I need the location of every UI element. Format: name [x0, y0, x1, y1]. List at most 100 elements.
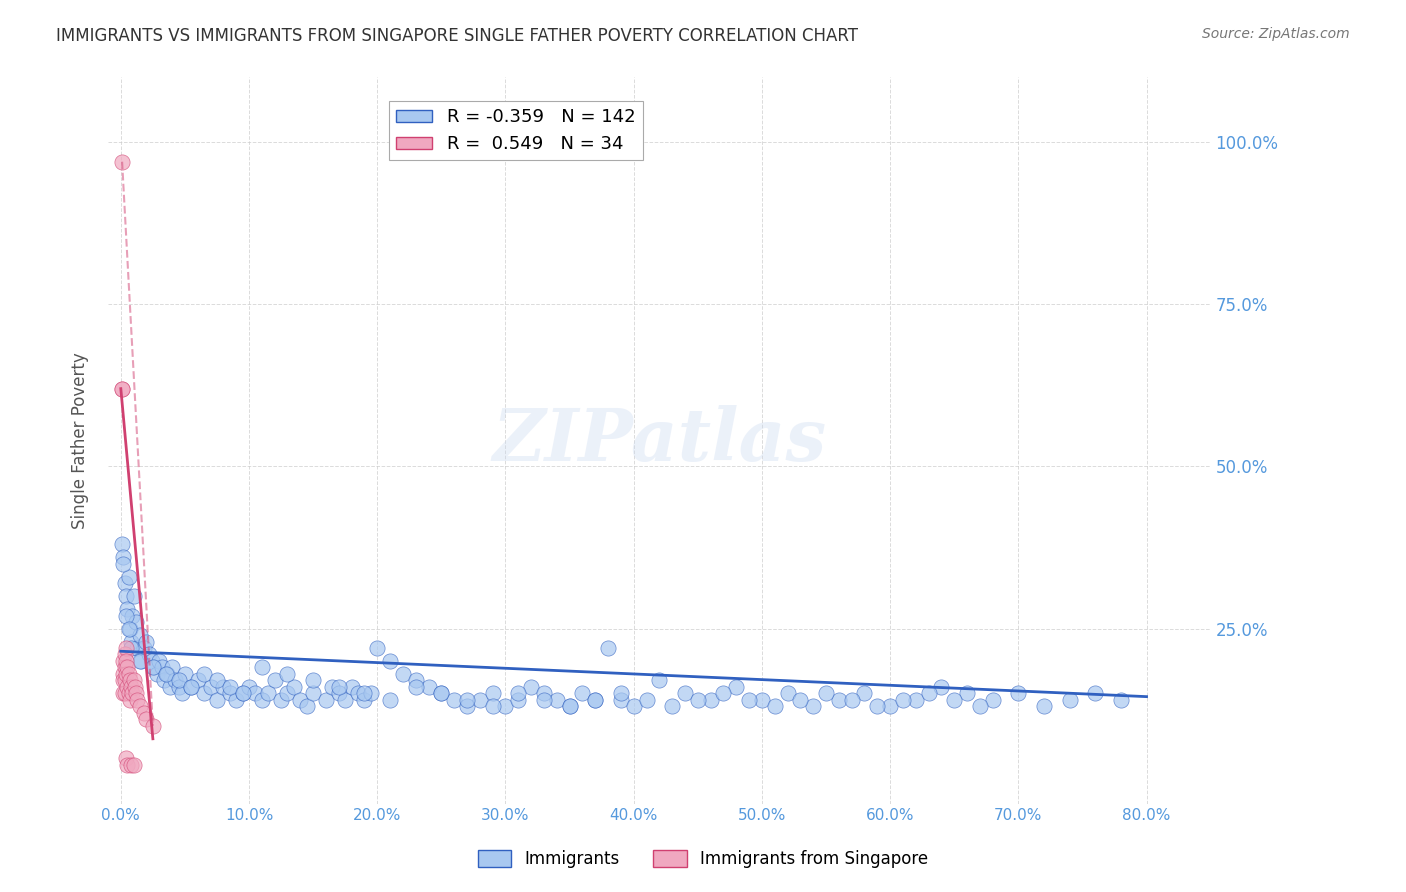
Text: IMMIGRANTS VS IMMIGRANTS FROM SINGAPORE SINGLE FATHER POVERTY CORRELATION CHART: IMMIGRANTS VS IMMIGRANTS FROM SINGAPORE … — [56, 27, 858, 45]
Point — [125, 686, 148, 700]
Point — [120, 640, 142, 655]
Point — [122, 757, 145, 772]
Point — [443, 693, 465, 707]
Point — [115, 680, 138, 694]
Point — [378, 693, 401, 707]
Point — [1084, 686, 1107, 700]
Point — [238, 680, 260, 694]
Point — [114, 660, 136, 674]
Point — [115, 654, 138, 668]
Point — [686, 693, 709, 707]
Point — [1109, 693, 1132, 707]
Point — [114, 673, 136, 688]
Point — [738, 693, 761, 707]
Point — [142, 719, 165, 733]
Point — [904, 693, 927, 707]
Point — [981, 693, 1004, 707]
Point — [801, 699, 824, 714]
Point — [114, 648, 136, 662]
Point — [112, 550, 135, 565]
Point — [430, 686, 453, 700]
Point — [225, 693, 247, 707]
Point — [315, 693, 337, 707]
Point — [245, 686, 267, 700]
Point — [405, 680, 427, 694]
Point — [121, 686, 143, 700]
Point — [212, 680, 235, 694]
Point — [205, 693, 228, 707]
Point — [138, 648, 160, 662]
Point — [276, 667, 298, 681]
Point — [115, 608, 138, 623]
Point — [111, 382, 134, 396]
Point — [699, 693, 721, 707]
Point — [276, 686, 298, 700]
Point — [115, 751, 138, 765]
Point — [943, 693, 966, 707]
Point — [141, 654, 163, 668]
Point — [112, 686, 135, 700]
Point — [290, 693, 312, 707]
Point — [112, 654, 135, 668]
Point — [125, 615, 148, 629]
Point — [418, 680, 440, 694]
Point — [117, 570, 139, 584]
Point — [174, 667, 197, 681]
Point — [481, 699, 503, 714]
Point — [159, 680, 181, 694]
Point — [1007, 686, 1029, 700]
Point — [193, 667, 215, 681]
Point — [250, 660, 273, 674]
Point — [866, 699, 889, 714]
Point — [118, 673, 141, 688]
Point — [270, 693, 292, 707]
Point — [132, 640, 155, 655]
Point — [131, 654, 153, 668]
Point — [495, 699, 517, 714]
Y-axis label: Single Father Poverty: Single Father Poverty — [72, 352, 89, 529]
Point — [167, 673, 190, 688]
Point — [250, 693, 273, 707]
Point — [283, 680, 305, 694]
Point — [956, 686, 979, 700]
Point — [1033, 699, 1056, 714]
Text: Source: ZipAtlas.com: Source: ZipAtlas.com — [1202, 27, 1350, 41]
Point — [218, 686, 240, 700]
Point — [120, 634, 142, 648]
Point — [353, 686, 375, 700]
Point — [180, 680, 202, 694]
Point — [129, 654, 152, 668]
Point — [156, 667, 179, 681]
Point — [121, 608, 143, 623]
Legend: R = -0.359   N = 142, R =  0.549   N = 34: R = -0.359 N = 142, R = 0.549 N = 34 — [389, 101, 643, 161]
Point — [200, 680, 222, 694]
Point — [776, 686, 799, 700]
Point — [111, 154, 134, 169]
Point — [583, 693, 606, 707]
Point — [112, 557, 135, 571]
Point — [114, 686, 136, 700]
Point — [120, 680, 142, 694]
Point — [142, 660, 165, 674]
Point — [135, 712, 157, 726]
Point — [405, 673, 427, 688]
Point — [520, 680, 543, 694]
Point — [118, 693, 141, 707]
Point — [302, 673, 325, 688]
Point — [218, 680, 240, 694]
Point — [187, 673, 209, 688]
Point — [321, 680, 343, 694]
Point — [969, 699, 991, 714]
Point — [135, 634, 157, 648]
Point — [120, 757, 142, 772]
Point — [353, 693, 375, 707]
Point — [571, 686, 593, 700]
Point — [150, 660, 173, 674]
Point — [122, 589, 145, 603]
Text: ZIPatlas: ZIPatlas — [492, 405, 827, 476]
Point — [112, 673, 135, 688]
Point — [596, 640, 619, 655]
Point — [917, 686, 939, 700]
Point — [145, 667, 167, 681]
Point — [814, 686, 837, 700]
